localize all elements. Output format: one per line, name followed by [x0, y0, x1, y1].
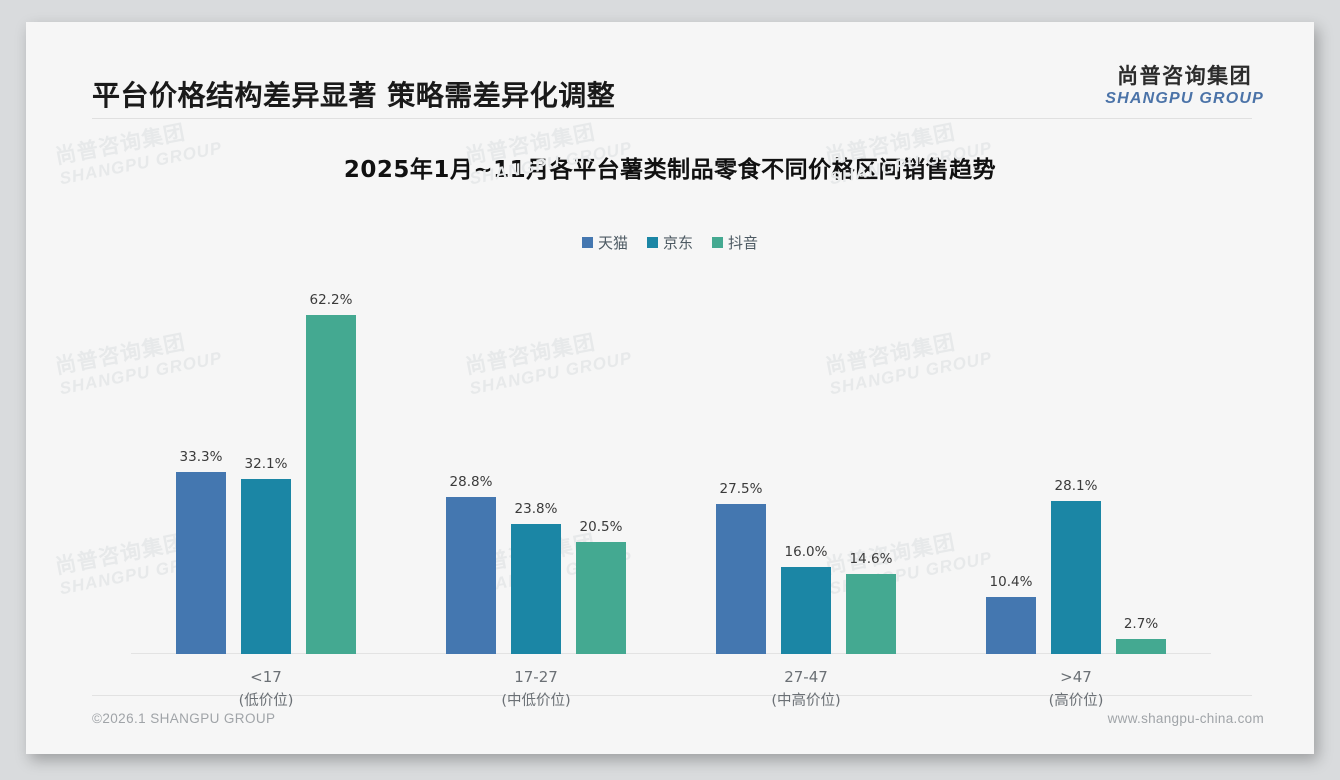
legend-label: 京东: [662, 234, 693, 252]
brand-logo-cn: 尚普咨询集团: [1117, 64, 1253, 88]
x-axis-line: [131, 653, 1211, 654]
chart-legend: 天猫 京东 抖音: [26, 232, 1314, 253]
bar-group: 27.5% 16.0% 14.6% 27-47 (中高价位): [671, 272, 941, 709]
x-axis-category-main: <17: [250, 668, 282, 686]
bar-group: 10.4% 28.1% 2.7% >47 (高价位): [941, 272, 1211, 709]
legend-item-1[interactable]: 京东: [646, 232, 693, 253]
slide-card: 平台价格结构差异显著 策略需差异化调整 尚普咨询集团 SHANGPU GROUP…: [26, 22, 1314, 754]
bar-value-label: 2.7%: [1123, 616, 1159, 633]
bar-value-label: 23.8%: [514, 501, 558, 518]
x-axis-category-label: <17 (低价位): [239, 668, 294, 710]
bar-value-label: 20.5%: [579, 519, 623, 536]
legend-label: 天猫: [597, 234, 628, 252]
bar-value-label: 28.8%: [449, 473, 493, 490]
x-axis-category-sub: (中低价位): [501, 693, 571, 709]
brand-logo-en: SHANGPU GROUP: [1105, 90, 1264, 107]
footer-website: www.shangpu-china.com: [1107, 711, 1264, 726]
bar-group: 28.8% 23.8% 20.5% 17-27 (中低价位): [401, 272, 671, 709]
bar-rect: [176, 472, 226, 654]
bar-rect: [1051, 500, 1101, 654]
legend-label: 抖音: [728, 234, 759, 252]
bar-plot-area: 33.3% 32.1% 62.2% <17 (低价位) 28.8% 23.8% 20.5% 17…: [131, 272, 1211, 709]
brand-logo: 尚普咨询集团 SHANGPU GROUP: [1105, 66, 1264, 107]
footer-copyright: ©2026.1 SHANGPU GROUP: [92, 711, 276, 726]
bar-value-label: 27.5%: [719, 480, 763, 497]
bar-rect: [1116, 639, 1166, 654]
x-axis-category-sub: (中高价位): [771, 693, 841, 709]
bar-value-label: 28.1%: [1054, 477, 1098, 494]
bar-rect: [576, 542, 626, 654]
x-axis-category-label: >47 (高价位): [1049, 668, 1104, 710]
slide-header: 平台价格结构差异显著 策略需差异化调整 尚普咨询集团 SHANGPU GROUP: [26, 22, 1314, 119]
bar-value-label: 10.4%: [989, 574, 1033, 591]
legend-item-2[interactable]: 抖音: [712, 232, 758, 253]
legend-swatch-icon: [712, 237, 723, 248]
bar-rect: [781, 566, 831, 654]
chart-title: 2025年1月~11月各平台薯类制品零食不同价格区间销售趋势: [343, 157, 997, 183]
x-axis-category-label: 27-47 (中高价位): [771, 668, 840, 710]
x-axis-category-sub: (低价位): [238, 693, 294, 709]
bar-value-label: 32.1%: [244, 455, 288, 472]
x-axis-category-sub: (高价位): [1048, 693, 1104, 709]
bar-rect: [306, 314, 356, 654]
x-axis-category-main: 27-47: [784, 668, 828, 686]
page-title: 平台价格结构差异显著 策略需差异化调整: [92, 79, 616, 112]
header-divider: [92, 118, 1252, 119]
bar-value-label: 16.0%: [784, 543, 828, 560]
chart-container: 尚普咨询集团 SHANGPU GROUP 尚普咨询集团 SHANGPU GROUP 尚普…: [26, 120, 1314, 709]
x-axis-category-main: >47: [1060, 668, 1092, 686]
bar-rect: [446, 496, 496, 654]
x-axis-category-label: 17-27 (中低价位): [501, 668, 570, 710]
footer-divider: [92, 695, 1252, 696]
bar-value-label: 14.6%: [849, 551, 893, 568]
legend-swatch-icon: [581, 237, 593, 248]
bar-rect: [986, 597, 1036, 654]
x-axis-category-main: 17-27: [514, 668, 558, 686]
bar-rect: [511, 524, 561, 654]
bar-rect: [716, 503, 766, 654]
legend-item-0[interactable]: 天猫: [581, 232, 628, 253]
bar-rect: [241, 478, 291, 654]
bar-value-label: 62.2%: [309, 291, 353, 308]
bar-group: 33.3% 32.1% 62.2% <17 (低价位): [131, 272, 401, 709]
bar-value-label: 33.3%: [179, 449, 223, 466]
legend-swatch-icon: [646, 237, 658, 248]
bar-rect: [846, 574, 896, 654]
